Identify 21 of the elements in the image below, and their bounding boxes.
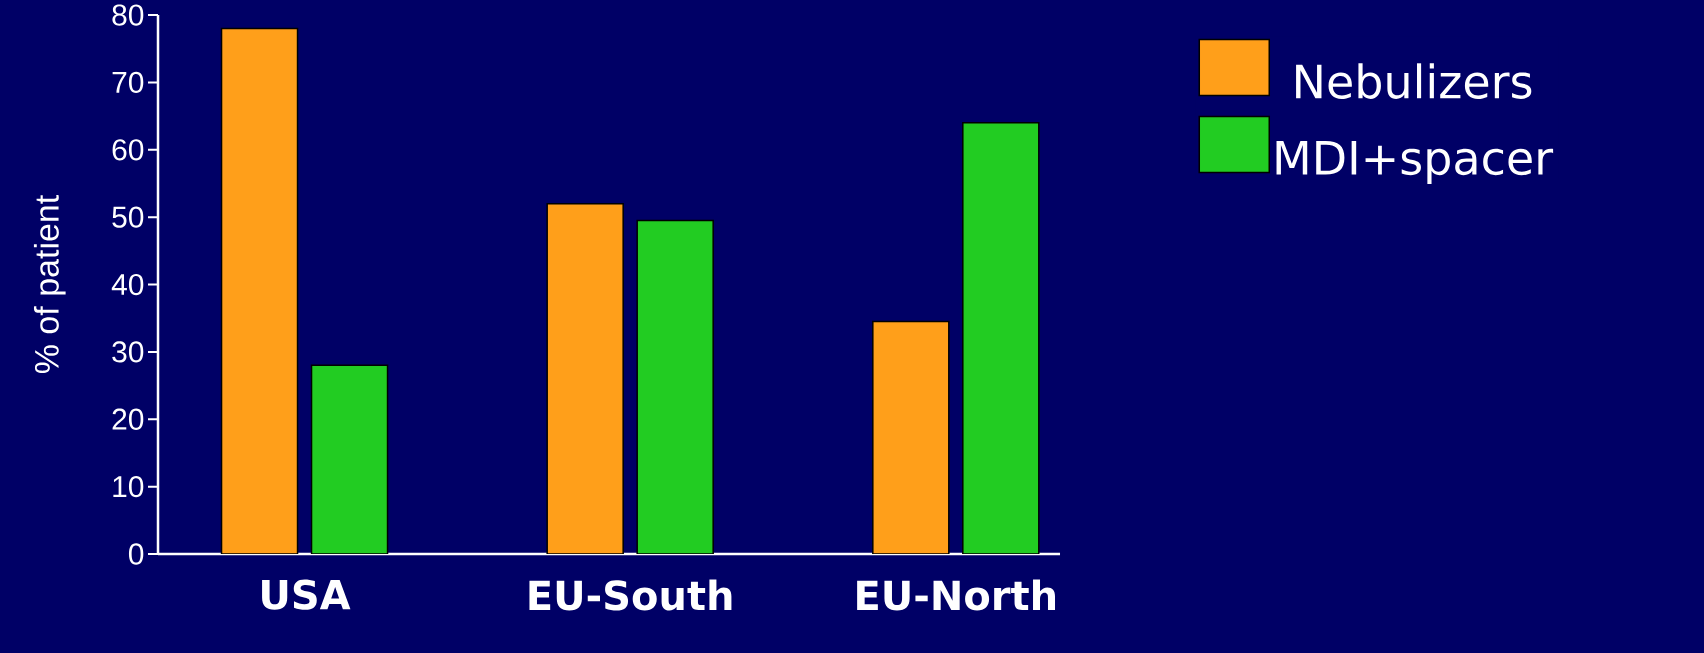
x-tick-label: USA <box>262 579 351 610</box>
bar <box>872 320 950 554</box>
y-tick-label: 0 <box>128 543 144 565</box>
y-tick-label: 20 <box>112 408 144 430</box>
bar <box>546 202 624 554</box>
bar <box>636 219 714 554</box>
y-tick-label: 80 <box>112 4 144 26</box>
y-tick-label: 60 <box>112 139 144 161</box>
y-tick-label: 30 <box>112 341 144 363</box>
legend-label: Nebulizers <box>1296 63 1532 99</box>
legend-label: MDI+spacer <box>1276 140 1554 185</box>
x-tick-label: EU-South <box>529 579 732 611</box>
bar <box>220 27 299 554</box>
y-tick-label: 40 <box>111 273 144 296</box>
y-tick-label: 50 <box>112 206 144 228</box>
x-tick-label: EU-North <box>857 579 1056 611</box>
bar <box>310 364 389 554</box>
y-tick-label: 10 <box>113 476 144 498</box>
y-axis-title: % of patient <box>33 195 66 374</box>
y-tick-label: 70 <box>112 71 144 93</box>
bar <box>962 122 1040 554</box>
